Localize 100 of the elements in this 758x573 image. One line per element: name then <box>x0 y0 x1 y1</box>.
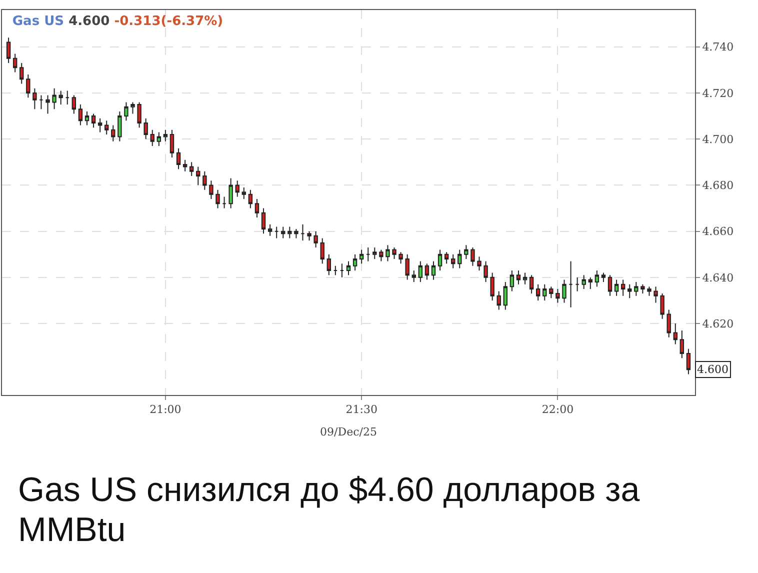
candlestick <box>72 94 76 114</box>
y-tick-label: 4.620 <box>702 317 734 330</box>
y-tick-label: 4.740 <box>702 40 734 54</box>
candlestick <box>608 274 612 296</box>
candlestick <box>640 284 645 294</box>
candlestick <box>503 282 508 310</box>
y-tick-label: 4.720 <box>702 86 734 100</box>
candlestick <box>124 102 128 122</box>
text: Gas US снизился до $4.60 долларов за MMBtu <box>18 470 641 550</box>
candlestick <box>392 246 396 260</box>
x-tick-label: 22:00 <box>542 403 574 416</box>
candlestick <box>575 276 580 292</box>
candlestick <box>46 94 50 114</box>
candlestick <box>458 249 462 269</box>
candlestick <box>490 272 494 301</box>
candlestick <box>228 178 233 209</box>
candlestick <box>340 263 344 278</box>
candlestick <box>300 224 305 242</box>
candlestick <box>163 129 168 142</box>
candlestick <box>209 180 214 200</box>
candlestick <box>352 254 358 272</box>
candlestick <box>588 276 592 290</box>
candlestick <box>673 323 678 345</box>
candlestick <box>556 288 560 304</box>
candlestick <box>536 284 540 301</box>
candlestick <box>182 159 188 172</box>
candlestick <box>333 265 338 276</box>
candlestick <box>12 53 18 73</box>
text: 4.600 <box>697 363 728 376</box>
candlestick <box>242 187 246 200</box>
candlestick <box>130 102 135 114</box>
candlestick <box>58 90 63 106</box>
candlestick <box>666 309 671 338</box>
candlestick <box>470 246 475 266</box>
candlestick <box>156 132 162 147</box>
candlestick <box>91 113 96 128</box>
candlestick <box>346 260 351 276</box>
candlestick <box>628 284 632 299</box>
candlestick <box>202 170 207 190</box>
candlestick <box>32 88 37 110</box>
candlestick <box>620 279 626 296</box>
candlestick <box>405 254 410 280</box>
candlestick <box>320 238 324 264</box>
candlestick <box>372 246 377 260</box>
candlestick <box>281 226 286 239</box>
x-axis-title: 09/Dec/25 <box>320 425 377 438</box>
candlestick <box>294 228 298 239</box>
candlestick <box>412 270 416 283</box>
candlestick <box>516 270 521 285</box>
candlestick <box>118 110 122 142</box>
candlestick <box>582 274 586 290</box>
y-tick-label: 4.680 <box>702 179 734 192</box>
candlestick <box>235 180 240 198</box>
y-tick-label: 4.660 <box>702 225 734 238</box>
candlestick <box>254 198 260 218</box>
candlestick <box>562 279 566 304</box>
candlestick <box>601 272 606 283</box>
chart-title: Gas US 4.600 -0.313(-6.37%) <box>12 14 224 29</box>
candlestick <box>542 284 547 301</box>
candlestick <box>216 189 220 209</box>
candlestick <box>274 226 279 239</box>
candlestick <box>359 249 364 264</box>
candlestick <box>150 129 154 147</box>
y-tick-label: 4.640 <box>702 271 734 284</box>
candlestick <box>686 348 691 375</box>
candlestick <box>510 270 514 292</box>
candlestick <box>20 62 24 84</box>
candlestick <box>634 282 638 296</box>
candlestick <box>496 290 501 310</box>
candlestick <box>386 244 390 262</box>
candlestick <box>379 249 384 262</box>
candlestick <box>654 286 658 304</box>
candlestick <box>366 246 370 262</box>
candlestick <box>222 196 226 209</box>
x-tick-label: 21:00 <box>150 403 182 416</box>
candlestick <box>647 286 652 296</box>
candlestick <box>65 90 70 106</box>
candlestick <box>418 260 423 283</box>
candlestick <box>438 249 442 272</box>
candlestick <box>78 104 83 126</box>
candlestick <box>594 270 600 288</box>
candlestick <box>98 118 102 133</box>
candlestick <box>288 226 292 239</box>
candlestick <box>84 110 90 126</box>
candlestick <box>189 162 194 176</box>
candlestick <box>522 272 528 285</box>
candlestick <box>6 37 11 64</box>
candlestick <box>529 274 534 294</box>
candlestick <box>464 244 468 260</box>
candlestick <box>451 254 456 269</box>
candlestick <box>196 166 200 186</box>
candlestick <box>680 330 684 359</box>
candlestick <box>484 260 488 283</box>
x-tick-label: 21:30 <box>346 403 378 416</box>
candlestick <box>444 252 449 264</box>
candlestick <box>26 74 30 98</box>
candlestick <box>568 260 573 308</box>
candlestick <box>144 118 148 140</box>
candlestick <box>268 224 272 236</box>
candlestick <box>104 120 109 135</box>
